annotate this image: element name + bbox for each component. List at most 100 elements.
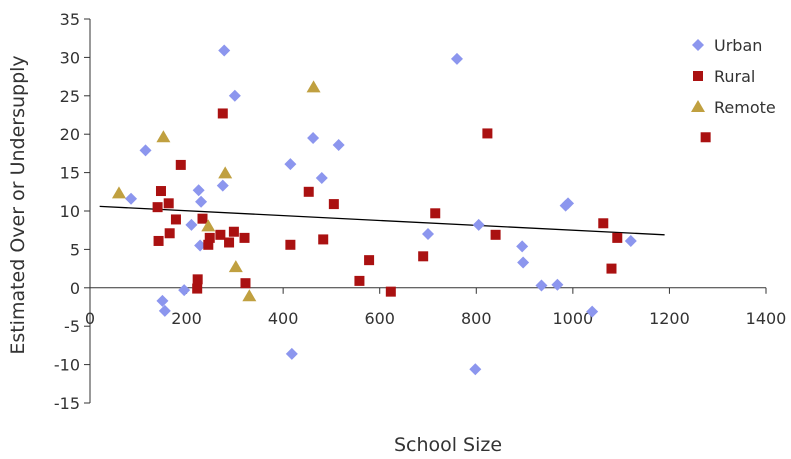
rural-point: [598, 218, 609, 229]
x-tick-label: 200: [171, 309, 202, 328]
legend-item-remote: Remote: [691, 98, 776, 117]
rural-point: [612, 232, 623, 243]
remote-point: [111, 186, 126, 199]
rural-point: [175, 159, 186, 170]
urban-point: [450, 52, 463, 65]
rural-point: [328, 199, 339, 210]
y-tick-label: -5: [64, 317, 80, 336]
urban-point: [422, 228, 434, 241]
urban-point: [125, 192, 138, 205]
y-tick-label: 25: [60, 87, 80, 106]
y-tick-label: -10: [54, 356, 80, 375]
rural-point: [192, 283, 203, 294]
rural-point: [239, 232, 250, 243]
legend-label: Rural: [714, 67, 755, 86]
urban-point: [284, 158, 297, 171]
urban-point: [178, 284, 191, 297]
urban-point: [562, 197, 575, 210]
y-tick-label: 20: [60, 125, 80, 144]
urban-point: [158, 304, 171, 317]
x-tick-label: 0: [85, 309, 95, 328]
x-tick-label: 1000: [552, 309, 593, 328]
rural-point: [430, 208, 441, 219]
urban-point: [228, 89, 241, 102]
rural-point: [418, 251, 429, 262]
urban-point: [332, 138, 345, 151]
legend-marker-urban: [692, 39, 704, 51]
urban-point: [551, 278, 564, 291]
y-tick-label: 30: [60, 48, 80, 67]
y-tick-label: 5: [70, 240, 80, 259]
rural-point: [364, 255, 375, 266]
remote-point: [242, 289, 257, 302]
legend-item-rural: Rural: [693, 67, 755, 86]
urban-point: [517, 256, 530, 269]
urban-point: [469, 363, 482, 376]
remote-point: [228, 260, 243, 273]
urban-point: [218, 44, 231, 57]
urban-point: [216, 179, 229, 192]
urban-point: [586, 305, 599, 318]
legend-label: Urban: [714, 36, 762, 55]
rural-point: [203, 239, 214, 250]
y-tick-label: -15: [54, 394, 80, 413]
urban-point: [156, 294, 169, 307]
rural-point: [204, 232, 215, 243]
urban-point: [624, 234, 637, 247]
y-axis-title: Estimated Over or Undersupply: [7, 55, 29, 354]
rural-point: [303, 186, 314, 197]
urban-point: [139, 144, 152, 157]
urban-point: [192, 184, 205, 197]
rural-point: [155, 186, 166, 197]
urban-point: [472, 218, 485, 231]
y-tick-label: 10: [60, 202, 80, 221]
urban-point: [315, 171, 328, 184]
legend-item-urban: Urban: [692, 36, 762, 55]
rural-point: [240, 278, 251, 289]
x-tick-label: 1200: [649, 309, 690, 328]
rural-point: [354, 275, 365, 286]
y-axis-title-group: Estimated Over or Undersupply: [7, 55, 29, 354]
x-tick-label: 800: [461, 309, 492, 328]
legend-label: Remote: [714, 98, 776, 117]
legend-marker-rural: [693, 71, 703, 81]
rural-point: [217, 108, 228, 119]
rural-point: [215, 229, 226, 240]
urban-point: [194, 239, 207, 252]
urban-point: [307, 132, 320, 145]
series-urban: [125, 44, 637, 376]
rural-point: [318, 234, 329, 245]
rural-point: [606, 263, 617, 274]
rural-point: [482, 128, 493, 139]
rural-point: [285, 239, 296, 250]
series-rural: [152, 108, 711, 297]
y-tick-label: 35: [60, 10, 80, 29]
legend: Urban Rural Remote: [691, 36, 776, 117]
series-remote: [111, 80, 321, 302]
urban-point: [195, 195, 208, 208]
rural-point: [163, 198, 174, 209]
urban-point: [285, 347, 298, 360]
x-tick-label: 400: [268, 309, 299, 328]
urban-point: [185, 218, 198, 231]
y-tick-label: 15: [60, 164, 80, 183]
trendline: [99, 205, 665, 236]
urban-point: [535, 279, 548, 292]
rural-point: [164, 228, 175, 239]
remote-point: [306, 80, 321, 93]
rural-point: [224, 237, 235, 248]
rural-point: [192, 274, 203, 285]
remote-point: [156, 130, 171, 143]
rural-point: [385, 286, 396, 297]
x-axis-title: School Size: [394, 434, 502, 456]
legend-marker-remote: [691, 100, 705, 112]
rural-point: [153, 235, 164, 246]
x-tick-label: 1400: [746, 309, 787, 328]
rural-point: [197, 213, 208, 224]
remote-point: [201, 219, 216, 232]
rural-point: [152, 202, 163, 213]
remote-point: [218, 166, 233, 179]
rural-point: [700, 132, 711, 143]
rural-point: [490, 229, 501, 240]
